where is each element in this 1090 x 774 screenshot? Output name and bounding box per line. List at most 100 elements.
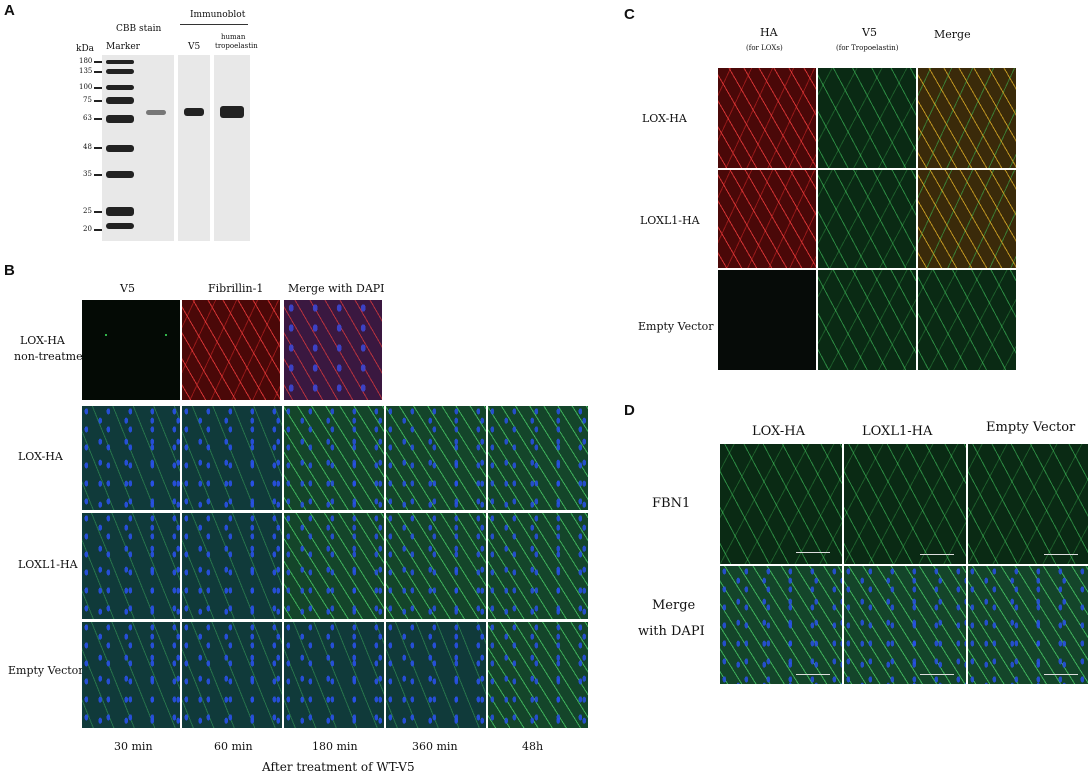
image-merge-nontreat (284, 300, 382, 400)
ladder-label: 75 (83, 96, 92, 104)
scale-bar (1044, 674, 1078, 675)
ladder-label: 180 (79, 57, 93, 65)
panel-d-letter: D (624, 402, 635, 419)
col-label-d-empty: Empty Vector (986, 420, 1076, 435)
kda-label: kDa (76, 44, 95, 54)
col-label-ha-sub: (for LOXs) (746, 44, 783, 52)
marker-label: Marker (106, 42, 140, 52)
time-label-60min: 60 min (214, 740, 253, 753)
v5-blot (178, 55, 210, 241)
row-label-lox: LOX-HA (18, 450, 63, 463)
ladder-tick (94, 87, 102, 89)
col-label-v5-sub: (for Tropoelastin) (836, 44, 899, 52)
ladder-band (106, 171, 134, 178)
ladder-label: 63 (83, 114, 92, 122)
col-label-merge-c: Merge (934, 28, 971, 41)
image-c-lox-merge (918, 68, 1016, 168)
image-c-empty-ha (718, 270, 816, 370)
row-label-lox-nontreat: LOX-HA (20, 334, 65, 347)
immunoblot-label: Immunoblot (190, 10, 246, 20)
image-c-empty-merge (918, 270, 1016, 370)
v5-band (184, 108, 204, 116)
tropoelastin-blot (214, 55, 250, 241)
time-label-360min: 360 min (412, 740, 458, 753)
panel-c-letter: C (624, 6, 635, 23)
scale-bar (1044, 554, 1078, 555)
ladder-band (106, 69, 134, 74)
ladder-tick (94, 174, 102, 176)
ladder-label: 20 (83, 225, 92, 233)
ladder-band (106, 115, 134, 123)
col-label-merge-dapi: Merge with DAPI (288, 282, 385, 295)
image-c-loxl1-merge (918, 170, 1016, 268)
row-label-with-dapi: with DAPI (638, 624, 705, 639)
image-c-lox-ha (718, 68, 816, 168)
image-v5-nontreat (82, 300, 180, 400)
ladder-band (106, 85, 134, 90)
image-c-loxl1-ha (718, 170, 816, 268)
row-label-c-lox: LOX-HA (642, 112, 687, 125)
image-loxl1-180min (284, 513, 384, 619)
ladder-tick (94, 71, 102, 73)
image-d-fbn1-loxl1 (844, 444, 966, 564)
tropoelastin-label: tropoelastin (215, 42, 258, 50)
image-lox-30min (82, 406, 180, 510)
ladder-label: 48 (83, 143, 92, 151)
ladder-band (106, 97, 134, 104)
image-empty-60min (182, 622, 282, 728)
ladder-tick (94, 100, 102, 102)
col-label-d-lox: LOX-HA (752, 424, 805, 439)
image-lox-48h (488, 406, 588, 510)
col-label-fibrillin: Fibrillin-1 (208, 282, 264, 295)
panel-b-caption: After treatment of WT-V5 (262, 760, 415, 774)
image-empty-360min (386, 622, 486, 728)
sample-band (146, 110, 166, 115)
image-lox-180min (284, 406, 384, 510)
time-label-30min: 30 min (114, 740, 153, 753)
image-c-empty-v5 (818, 270, 916, 370)
v5-blot-label: V5 (188, 42, 201, 52)
ladder-band (106, 145, 134, 152)
col-label-v5-c: V5 (862, 26, 877, 39)
image-fibrillin-nontreat (182, 300, 280, 400)
row-label-loxl1: LOXL1-HA (18, 558, 78, 571)
ladder-label: 35 (83, 170, 92, 178)
cbb-stain-label: CBB stain (116, 24, 162, 34)
ladder-band (106, 223, 134, 229)
panel-b-letter: B (4, 262, 15, 279)
scale-bar (796, 674, 830, 675)
scale-bar (920, 554, 954, 555)
image-loxl1-30min (82, 513, 180, 619)
col-label-v5: V5 (120, 282, 135, 295)
panel-a-letter: A (4, 2, 15, 19)
scale-bar (920, 674, 954, 675)
ladder-tick (94, 229, 102, 231)
ladder-tick (94, 211, 102, 213)
image-empty-180min (284, 622, 384, 728)
image-loxl1-60min (182, 513, 282, 619)
tropoelastin-band (220, 106, 244, 118)
row-label-nontreatment: non-treatment (14, 350, 95, 363)
cbb-gel (102, 55, 174, 241)
image-lox-360min (386, 406, 486, 510)
scale-bar (796, 552, 830, 553)
ladder-band (106, 207, 134, 216)
time-label-180min: 180 min (312, 740, 358, 753)
ladder-tick (94, 118, 102, 120)
row-label-empty: Empty Vector (8, 664, 84, 677)
image-loxl1-48h (488, 513, 588, 619)
image-d-merge-loxl1 (844, 566, 966, 684)
col-label-d-loxl1: LOXL1-HA (862, 424, 933, 439)
image-empty-30min (82, 622, 180, 728)
immunoblot-rule (180, 24, 248, 25)
ladder-tick (94, 61, 102, 63)
ladder-label: 25 (83, 207, 92, 215)
image-lox-60min (182, 406, 282, 510)
col-label-ha: HA (760, 26, 778, 39)
row-label-fbn1: FBN1 (652, 496, 691, 511)
image-loxl1-360min (386, 513, 486, 619)
ladder-label: 100 (79, 83, 93, 91)
time-label-48h: 48h (522, 740, 544, 753)
image-d-fbn1-lox (720, 444, 842, 564)
row-label-c-loxl1: LOXL1-HA (640, 214, 700, 227)
